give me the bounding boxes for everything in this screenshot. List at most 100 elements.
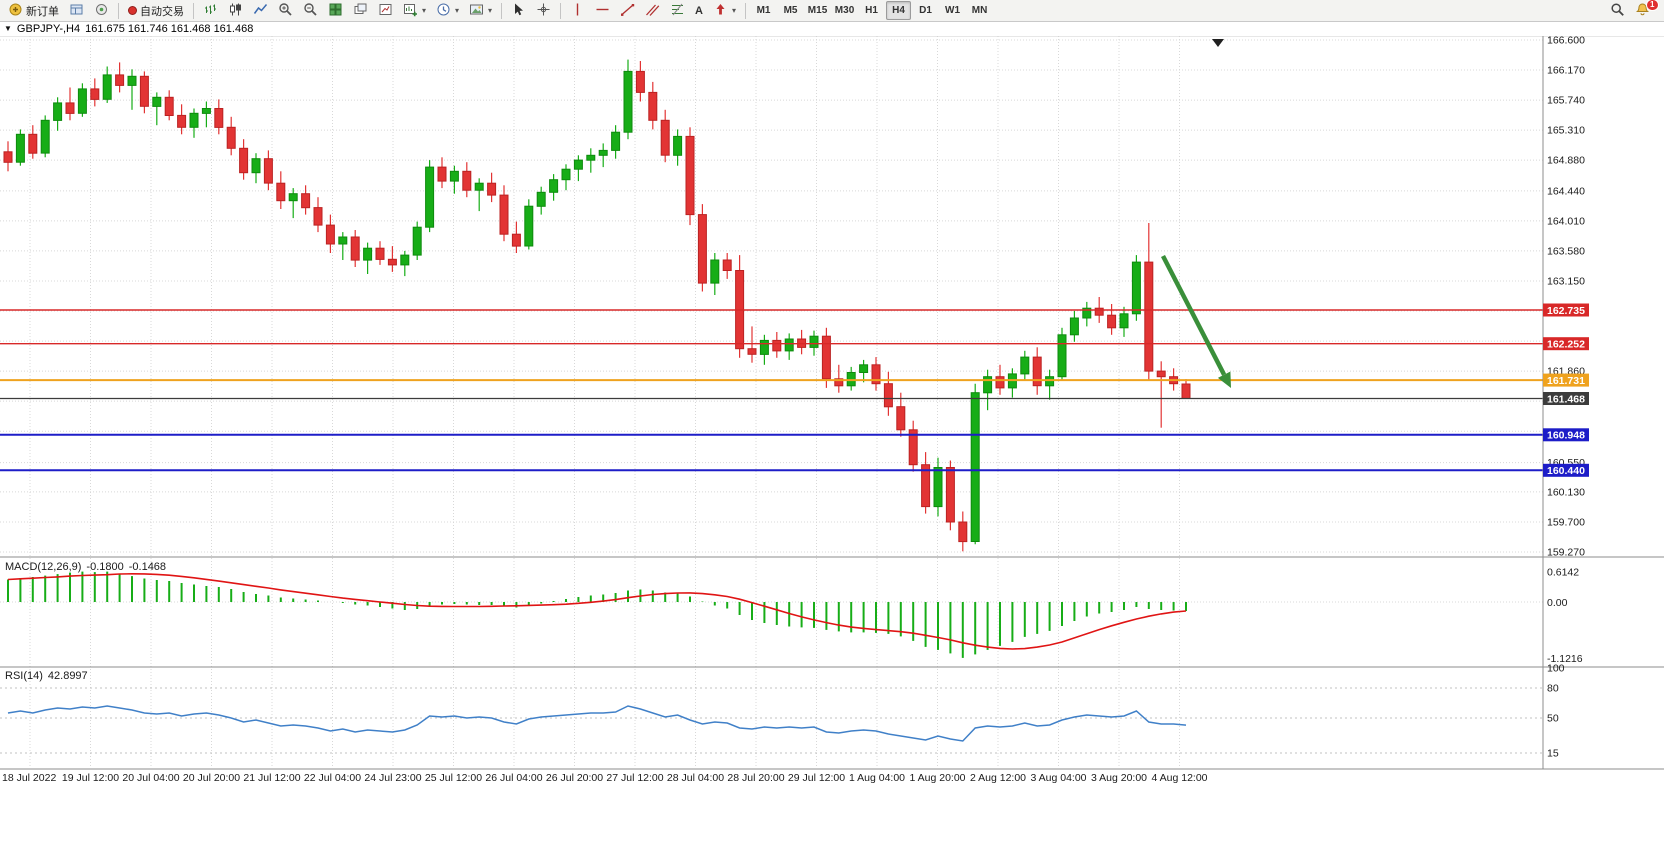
text-tool-button[interactable]: A [691, 1, 707, 20]
notifications-button[interactable]: 1 [1631, 0, 1659, 20]
horizontal-level-lines [0, 309, 1543, 472]
macd-histogram [7, 571, 1187, 658]
zoom-out-icon [303, 2, 318, 20]
macd-main-value: -0.1800 [86, 561, 124, 573]
svg-text:28 Jul 20:00: 28 Jul 20:00 [727, 772, 784, 784]
svg-text:4 Aug 12:00: 4 Aug 12:00 [1151, 772, 1207, 784]
price-axis-labels: 166.600 166.170 165.740 165.310 164.880 164.4… [1547, 35, 1585, 760]
line-chart-button[interactable] [249, 1, 272, 20]
svg-text:15: 15 [1547, 748, 1559, 760]
svg-text:28 Jul 04:00: 28 Jul 04:00 [667, 772, 724, 784]
rsi-panel-label: RSI(14) 42.8997 [5, 670, 88, 682]
macd-panel-label: MACD(12,26,9) -0.1800 -0.1468 [5, 561, 166, 573]
candlestick-chart-button[interactable] [224, 1, 247, 20]
svg-text:165.740: 165.740 [1547, 95, 1585, 107]
svg-text:20 Jul 04:00: 20 Jul 04:00 [122, 772, 179, 784]
market-watch-icon [94, 2, 109, 20]
bar-chart-button[interactable] [199, 1, 222, 20]
timeframe-d1-button[interactable]: D1 [919, 5, 932, 16]
svg-text:1 Aug 20:00: 1 Aug 20:00 [909, 772, 965, 784]
timeframe-w1-button[interactable]: W1 [945, 5, 961, 16]
text-tool-icon: A [695, 4, 703, 17]
svg-text:50: 50 [1547, 713, 1559, 725]
svg-text:161.468: 161.468 [1547, 393, 1585, 405]
toolbar-separator [560, 2, 562, 19]
autotrading-button[interactable]: 自动交易 [124, 1, 188, 20]
fibonacci-tool-button[interactable] [666, 1, 689, 20]
svg-text:159.270: 159.270 [1547, 547, 1585, 559]
trendline-tool-button[interactable] [616, 1, 639, 20]
zoom-in-button[interactable] [274, 1, 297, 20]
svg-text:165.310: 165.310 [1547, 125, 1585, 137]
chart-symbol-period: GBPJPY-,H4 [16, 23, 81, 35]
market-watch-button[interactable] [90, 1, 113, 20]
window-menu-icon[interactable]: ▼ [4, 24, 12, 33]
crosshair-tool-button[interactable] [532, 1, 555, 20]
snapshot-icon [469, 2, 484, 20]
chevron-down-icon: ▾ [488, 6, 493, 15]
new-order-icon [8, 2, 23, 20]
svg-text:164.880: 164.880 [1547, 155, 1585, 167]
main-toolbar: 新订单 自动交易 ▾ ▾ ▾ [0, 0, 1664, 22]
svg-text:164.440: 164.440 [1547, 185, 1585, 197]
clock-icon [436, 2, 451, 20]
toolbar-separator [193, 2, 194, 19]
snapshot-dropdown[interactable]: ▾ [465, 1, 496, 20]
arrows-tool-dropdown[interactable]: ▾ [709, 1, 740, 20]
period-dropdown[interactable]: ▾ [432, 1, 463, 20]
svg-text:160.948: 160.948 [1547, 430, 1585, 442]
svg-text:29 Jul 12:00: 29 Jul 12:00 [788, 772, 845, 784]
search-button[interactable] [1606, 1, 1629, 20]
cursor-icon [511, 2, 526, 20]
svg-text:2 Aug 12:00: 2 Aug 12:00 [970, 772, 1026, 784]
profiles-button[interactable] [65, 1, 88, 20]
notification-count-badge: 1 [1645, 0, 1659, 11]
bell-icon [1635, 2, 1650, 20]
autotrading-status-icon [128, 6, 137, 15]
zoom-in-icon [278, 2, 293, 20]
zoom-out-button[interactable] [299, 1, 322, 20]
timeframe-m15-button[interactable]: M15 [807, 5, 828, 16]
timeframe-m5-button[interactable]: M5 [783, 5, 798, 16]
macd-signal-line [7, 572, 1187, 650]
channel-icon [645, 2, 660, 20]
new-chart-icon [403, 2, 418, 20]
vertical-line-tool-button[interactable] [566, 1, 589, 20]
timeframe-m30-button[interactable]: M30 [834, 5, 855, 16]
svg-text:21 Jul 12:00: 21 Jul 12:00 [243, 772, 300, 784]
svg-text:166.600: 166.600 [1547, 35, 1585, 47]
svg-text:160.130: 160.130 [1547, 486, 1585, 498]
tile-windows-button[interactable] [324, 1, 347, 20]
horizontal-line-tool-button[interactable] [591, 1, 614, 20]
svg-text:162.252: 162.252 [1547, 339, 1585, 351]
rsi-panel-divider[interactable] [0, 665, 1664, 669]
toolbar-separator [501, 2, 503, 19]
chart-shift-marker [1212, 39, 1224, 47]
cascade-windows-button[interactable] [349, 1, 372, 20]
timeframe-h4-button[interactable]: H4 [886, 1, 912, 20]
new-order-button[interactable]: 新订单 [4, 1, 63, 20]
chart-title-strip: ▼ GBPJPY-,H4 161.675 161.746 161.468 161… [0, 22, 1664, 36]
cursor-tool-button[interactable] [507, 1, 530, 20]
profiles-icon [69, 2, 84, 20]
svg-text:0.00: 0.00 [1547, 597, 1568, 609]
timeframe-mn-button[interactable]: MN [971, 5, 988, 16]
timeframe-m1-button[interactable]: M1 [756, 5, 771, 16]
macd-panel-divider[interactable] [0, 555, 1664, 559]
new-chart-dropdown[interactable]: ▾ [399, 1, 430, 20]
timeframe-h1-button[interactable]: H1 [865, 5, 878, 16]
time-axis-labels: 18 Jul 2022 19 Jul 12:00 20 Jul 04:00 20 Ju… [2, 772, 1208, 784]
candles [3, 59, 1191, 552]
svg-text:164.010: 164.010 [1547, 215, 1585, 227]
svg-text:0.6142: 0.6142 [1547, 566, 1579, 578]
svg-text:162.735: 162.735 [1547, 305, 1585, 317]
svg-text:166.170: 166.170 [1547, 65, 1585, 77]
vertical-line-icon [570, 2, 585, 20]
chart-shift-button[interactable] [374, 1, 397, 20]
search-icon [1610, 2, 1625, 20]
bar-chart-icon [203, 2, 218, 20]
channel-tool-button[interactable] [641, 1, 664, 20]
chart-shift-icon [378, 2, 393, 20]
svg-text:26 Jul 04:00: 26 Jul 04:00 [485, 772, 542, 784]
